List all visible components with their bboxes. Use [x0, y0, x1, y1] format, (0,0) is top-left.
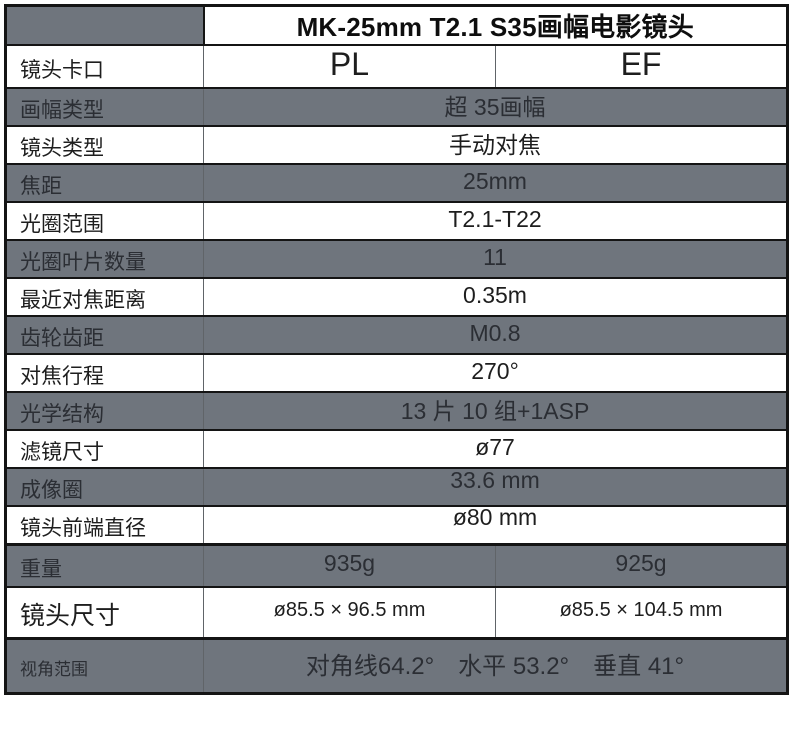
header-blank-cell [5, 5, 205, 45]
row-value: 270° [203, 354, 788, 392]
row-value: T2.1-T22 [203, 202, 788, 240]
row-label: 对焦行程 [5, 354, 204, 392]
row-label-text: 镜头前端直径 [20, 516, 146, 540]
spec-sheet-page: MK-25mm T2.1 S35画幅电影镜头 镜头卡口 PL EF 画幅类型 超 35画… [4, 4, 790, 695]
spec-row: 画幅类型 超 35画幅 [5, 88, 788, 126]
row-value: 13 片 10 组+1ASP [203, 392, 788, 430]
row-value: 11 [203, 240, 788, 278]
row-label: 镜头前端直径 [5, 506, 204, 544]
row-value-text: PL [329, 46, 370, 82]
lens-spec-table: MK-25mm T2.1 S35画幅电影镜头 镜头卡口 PL EF 画幅类型 超 35画… [4, 4, 790, 695]
row-label-text: 画幅类型 [20, 99, 104, 122]
row-value-text: ø85.5 × 104.5 mm [559, 598, 723, 621]
row-value: 935g [203, 544, 496, 587]
spec-row: 重量 935g 925g [5, 544, 788, 587]
row-label: 光圈叶片数量 [5, 240, 204, 278]
row-value-text: 935g [323, 550, 376, 577]
row-label-text: 滤镜尺寸 [20, 441, 104, 464]
row-value: ø85.5 × 104.5 mm [494, 587, 788, 638]
row-value: 925g [494, 544, 788, 587]
row-label: 镜头尺寸 [5, 587, 204, 638]
spec-row: 镜头前端直径 ø80 mm [5, 506, 788, 544]
row-value-text: 11 [483, 243, 507, 270]
row-value-text: 0.35m [463, 281, 527, 308]
row-value: 超 35画幅 [203, 88, 788, 126]
row-value: ø77 [203, 430, 788, 468]
spec-row: 成像圈 33.6 mm [5, 468, 788, 506]
row-value-text: ø77 [475, 433, 515, 460]
row-label-text: 镜头尺寸 [20, 602, 121, 631]
row-value-text: 270° [471, 357, 519, 384]
row-value: ø85.5 × 96.5 mm [203, 587, 496, 638]
row-label: 焦距 [5, 164, 204, 202]
row-value: 0.35m [203, 278, 788, 316]
row-value: PL [203, 45, 496, 88]
row-value-text: 对角线64.2° 水平 53.2° 垂直 41° [305, 653, 685, 680]
row-label: 齿轮齿距 [5, 316, 204, 354]
row-label: 视角范围 [5, 638, 204, 693]
spec-row: 光圈叶片数量 11 [5, 240, 788, 278]
row-label: 滤镜尺寸 [5, 430, 204, 468]
row-value-text: 手动对焦 [449, 132, 541, 158]
header-row: MK-25mm T2.1 S35画幅电影镜头 [5, 5, 788, 45]
spec-row: 镜头类型 手动对焦 [5, 126, 788, 164]
row-label: 光学结构 [5, 392, 204, 430]
row-label-text: 光圈叶片数量 [20, 251, 146, 274]
row-value-text: T2.1-T22 [448, 205, 542, 232]
row-label-text: 成像圈 [20, 479, 83, 502]
spec-row: 最近对焦距离 0.35m [5, 278, 788, 316]
row-value-text: 25mm [463, 167, 527, 194]
spec-row: 视角范围 对角线64.2° 水平 53.2° 垂直 41° [5, 638, 788, 693]
row-value: ø80 mm [203, 506, 788, 544]
row-label: 镜头类型 [5, 126, 204, 164]
row-label-text: 光圈范围 [20, 213, 104, 236]
spec-row: 镜头卡口 PL EF [5, 45, 788, 88]
row-label-text: 镜头卡口 [20, 58, 104, 82]
row-label-text: 光学结构 [20, 403, 104, 426]
row-value: EF [494, 45, 788, 88]
row-label: 重量 [5, 544, 204, 587]
table-title: MK-25mm T2.1 S35画幅电影镜头 [203, 5, 788, 45]
row-value-text: 925g [615, 550, 667, 577]
row-label-text: 重量 [20, 557, 62, 581]
row-label: 画幅类型 [5, 88, 204, 126]
row-label-text: 最近对焦距离 [20, 289, 146, 312]
row-label: 光圈范围 [5, 202, 204, 240]
spec-row: 光圈范围 T2.1-T22 [5, 202, 788, 240]
row-value: 25mm [203, 164, 788, 202]
row-value-text: EF [620, 46, 662, 82]
row-value-text: ø80 mm [452, 506, 538, 531]
spec-row: 滤镜尺寸 ø77 [5, 430, 788, 468]
row-value: M0.8 [203, 316, 788, 354]
spec-row: 镜头尺寸 ø85.5 × 96.5 mm ø85.5 × 104.5 mm [5, 587, 788, 638]
spec-row: 齿轮齿距 M0.8 [5, 316, 788, 354]
spec-row: 光学结构 13 片 10 组+1ASP [5, 392, 788, 430]
row-value: 33.6 mm [203, 468, 788, 506]
row-label-text: 齿轮齿距 [20, 327, 104, 350]
row-value: 对角线64.2° 水平 53.2° 垂直 41° [203, 638, 788, 693]
row-label: 成像圈 [5, 468, 204, 506]
row-label: 最近对焦距离 [5, 278, 204, 316]
row-value-text: M0.8 [469, 319, 521, 346]
row-value-text: 33.6 mm [450, 468, 540, 493]
row-value: 手动对焦 [203, 126, 788, 164]
row-value-text: ø85.5 × 96.5 mm [273, 598, 426, 621]
row-label-text: 焦距 [20, 175, 62, 198]
row-label: 镜头卡口 [5, 45, 204, 88]
row-label-text: 对焦行程 [20, 365, 104, 388]
row-value-text: 13 片 10 组+1ASP [400, 398, 590, 424]
row-value-text: 超 35画幅 [444, 94, 546, 120]
spec-row: 焦距 25mm [5, 164, 788, 202]
row-label-text: 视角范围 [20, 660, 88, 679]
row-label-text: 镜头类型 [20, 137, 104, 160]
spec-row: 对焦行程 270° [5, 354, 788, 392]
